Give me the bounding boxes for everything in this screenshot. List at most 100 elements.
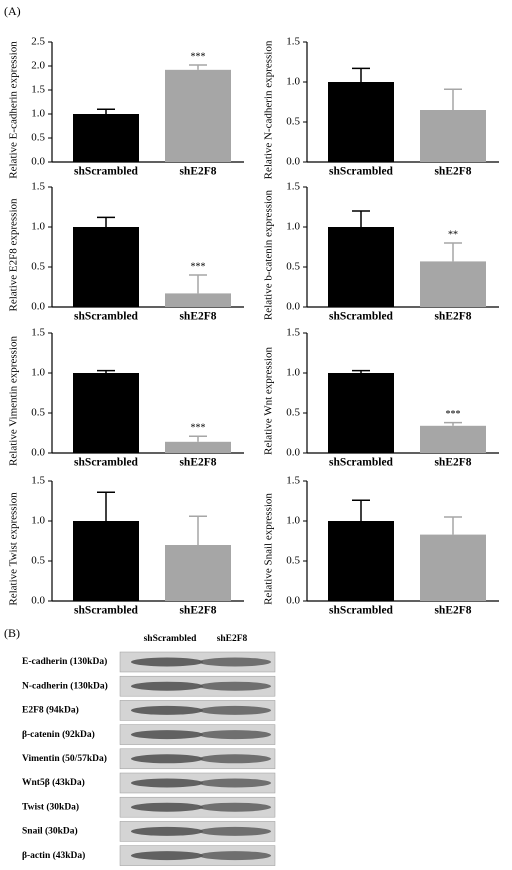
y-axis-label: Relative N-cadherin expression bbox=[263, 40, 275, 179]
y-tick-label: 0.0 bbox=[31, 156, 45, 168]
x-tick-label: shScrambled bbox=[74, 166, 139, 178]
blot-row-label: Wnt5β (43kDa) bbox=[22, 777, 85, 788]
bar bbox=[420, 110, 486, 162]
bar bbox=[328, 521, 394, 601]
panel-label: (B) bbox=[4, 626, 20, 640]
x-tick-label: shE2F8 bbox=[179, 166, 216, 178]
blot-band bbox=[199, 705, 271, 715]
y-tick-label: 1.5 bbox=[31, 181, 45, 193]
x-tick-label: shE2F8 bbox=[179, 311, 216, 323]
chart: 0.0 0.5 1.0 1.5 Relative Vimentin expression… bbox=[8, 327, 244, 469]
blot-band bbox=[131, 705, 203, 715]
y-tick-label: 1.0 bbox=[31, 367, 45, 379]
blot-band bbox=[199, 778, 271, 788]
significance: *** bbox=[191, 261, 206, 272]
chart: 0.0 0.5 1.0 1.5 Relative N-cadherin expressi… bbox=[263, 36, 499, 179]
bar bbox=[73, 227, 139, 307]
blot-band bbox=[131, 754, 203, 764]
bar bbox=[165, 293, 231, 307]
bar bbox=[73, 373, 139, 453]
x-tick-label: shE2F8 bbox=[434, 311, 471, 323]
y-tick-label: 1.5 bbox=[286, 475, 300, 487]
x-tick-label: shScrambled bbox=[74, 605, 139, 617]
y-tick-label: 0.0 bbox=[31, 595, 45, 607]
y-axis-label: Relative E-cadherin expression bbox=[8, 41, 20, 179]
x-tick-label: shE2F8 bbox=[434, 457, 471, 469]
blot-band bbox=[199, 657, 271, 667]
chart: 0.0 0.5 1.0 1.5 Relative Wnt expression shScr… bbox=[263, 327, 499, 469]
blot-band bbox=[131, 826, 203, 836]
bar bbox=[328, 82, 394, 162]
blot-band bbox=[131, 851, 203, 861]
blot-band bbox=[199, 681, 271, 691]
y-axis-label: Relative b-catenin expression bbox=[263, 189, 275, 320]
bar bbox=[420, 425, 486, 453]
x-tick-label: shE2F8 bbox=[434, 605, 471, 617]
y-tick-label: 0.5 bbox=[286, 555, 300, 567]
y-tick-label: 1.5 bbox=[31, 84, 45, 96]
blot-band bbox=[131, 657, 203, 667]
y-tick-label: 0.5 bbox=[286, 261, 300, 273]
y-tick-label: 1.0 bbox=[31, 515, 45, 527]
blot-row-label: N-cadherin (130kDa) bbox=[22, 680, 108, 691]
y-tick-label: 1.5 bbox=[286, 181, 300, 193]
x-tick-label: shE2F8 bbox=[434, 166, 471, 178]
y-tick-label: 1.5 bbox=[31, 475, 45, 487]
y-tick-label: 0.0 bbox=[286, 447, 300, 459]
y-tick-label: 0.5 bbox=[286, 407, 300, 419]
chart: 0.0 0.5 1.0 1.5 Relative b-catenin expressio… bbox=[263, 181, 499, 323]
blot-band bbox=[199, 851, 271, 861]
bar bbox=[165, 441, 231, 453]
bar bbox=[73, 114, 139, 162]
y-axis-label: Relative Twist expression bbox=[8, 492, 20, 606]
x-tick-label: shScrambled bbox=[329, 166, 394, 178]
y-tick-label: 0.0 bbox=[31, 301, 45, 313]
y-tick-label: 0.5 bbox=[286, 116, 300, 128]
y-tick-label: 1.0 bbox=[286, 515, 300, 527]
bar bbox=[328, 373, 394, 453]
x-tick-label: shScrambled bbox=[74, 457, 139, 469]
y-tick-label: 0.0 bbox=[31, 447, 45, 459]
blot-column-label: shScrambled bbox=[144, 634, 198, 644]
chart: 0.0 0.5 1.0 1.5 Relative Twist expression shS… bbox=[8, 475, 244, 617]
y-axis-label: Relative E2F8 expression bbox=[8, 198, 20, 312]
bar bbox=[165, 545, 231, 601]
significance: *** bbox=[191, 51, 206, 62]
y-tick-label: 0.5 bbox=[31, 132, 45, 144]
blot-band bbox=[199, 754, 271, 764]
blot-row-label: E2F8 (94kDa) bbox=[22, 705, 79, 716]
chart: 0.0 0.5 1.0 1.5 Relative E2F8 expression shSc… bbox=[8, 181, 244, 323]
bar bbox=[165, 69, 231, 162]
x-tick-label: shE2F8 bbox=[179, 605, 216, 617]
significance: ** bbox=[448, 229, 458, 240]
bar bbox=[420, 534, 486, 601]
bar bbox=[73, 521, 139, 601]
x-tick-label: shE2F8 bbox=[179, 457, 216, 469]
y-tick-label: 2.5 bbox=[31, 36, 45, 48]
y-axis-label: Relative Wnt expression bbox=[263, 347, 275, 455]
x-tick-label: shScrambled bbox=[74, 311, 139, 323]
y-tick-label: 0.5 bbox=[31, 261, 45, 273]
blot-row-label: β-catenin (92kDa) bbox=[22, 729, 95, 740]
blot-band bbox=[131, 802, 203, 812]
blot-row-label: β-actin (43kDa) bbox=[22, 850, 85, 861]
blot-band bbox=[131, 730, 203, 740]
blot-band bbox=[131, 778, 203, 788]
blot-band bbox=[131, 681, 203, 691]
x-tick-label: shScrambled bbox=[329, 605, 394, 617]
bar bbox=[328, 227, 394, 307]
blot-band bbox=[199, 826, 271, 836]
x-tick-label: shScrambled bbox=[329, 457, 394, 469]
y-tick-label: 1.0 bbox=[31, 108, 45, 120]
panel-label: (A) bbox=[4, 4, 21, 18]
blot-band bbox=[199, 730, 271, 740]
significance: *** bbox=[191, 422, 206, 433]
y-axis-label: Relative Snail expression bbox=[263, 493, 275, 605]
y-tick-label: 0.5 bbox=[31, 555, 45, 567]
x-tick-label: shScrambled bbox=[329, 311, 394, 323]
y-tick-label: 0.5 bbox=[31, 407, 45, 419]
blot-row-label: Snail (30kDa) bbox=[22, 826, 78, 837]
y-axis-label: Relative Vimentin expression bbox=[8, 336, 20, 466]
blot-band bbox=[199, 802, 271, 812]
y-tick-label: 2.0 bbox=[31, 60, 45, 72]
